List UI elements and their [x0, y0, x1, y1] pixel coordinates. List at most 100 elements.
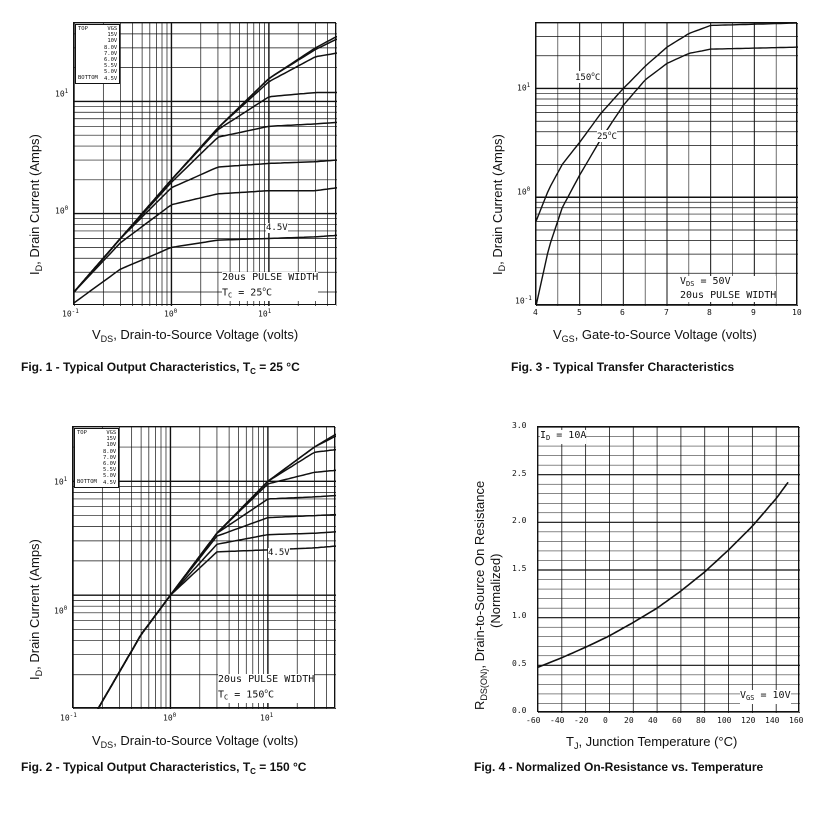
fig3-ytick: 100: [517, 186, 531, 197]
series-line-4v5V: [97, 545, 336, 709]
fig3-svg: [536, 23, 798, 306]
series-line-5v0V: [74, 186, 337, 293]
fig3-vds-note: VDS = 50V: [680, 276, 731, 288]
legend-top: TOP: [77, 430, 87, 436]
legend-header: VGS: [106, 430, 117, 436]
fig4-ytick: 1.0: [512, 611, 527, 620]
legend-value: 15V: [106, 436, 117, 443]
legend-value: 7.0V: [103, 454, 117, 461]
fig4-ytick: 2.0: [512, 516, 527, 525]
legend-value: 10V: [107, 38, 118, 45]
fig3-label-150c: 150oC: [575, 71, 601, 83]
fig3-xtick: 9: [751, 308, 756, 317]
series-line-4v5V: [74, 234, 337, 304]
legend-value: 6.0V: [104, 57, 118, 64]
series-line-150degC: [536, 23, 798, 222]
series-line-rdson: [538, 481, 789, 668]
fig4-xtick: -60: [526, 716, 541, 725]
legend-value: 15V: [107, 32, 118, 39]
legend-header: VGS: [107, 26, 118, 32]
fig2-caption: Fig. 2 - Typical Output Characteristics,…: [21, 760, 307, 776]
fig1-caption: Fig. 1 - Typical Output Characteristics,…: [21, 360, 300, 376]
legend-value: 5.5V: [103, 467, 117, 474]
fig2-curve-label-4v5: 4.5V: [268, 548, 290, 558]
fig4-x-axis-label: TJ, Junction Temperature (°C): [566, 734, 738, 751]
series-line-7v0V: [74, 91, 337, 293]
fig1-tc-note: TC = 25oC: [222, 286, 273, 300]
legend-bottom: BOTTOM: [77, 479, 97, 486]
fig3-label-25c: 25oC: [597, 130, 617, 142]
fig2-legend: TOP BOTTOM VGS 15V 10V 8.0V 7.0V 6.0V 5.5…: [74, 428, 120, 488]
fig1-x-axis-label: VDS, Drain-to-Source Voltage (volts): [92, 327, 299, 344]
legend-value: 5.0V: [103, 473, 117, 480]
legend-value: 4.5V: [103, 479, 117, 486]
fig4-ytick: 0.5: [512, 659, 527, 668]
fig4-id-note: ID = 10A: [540, 430, 587, 444]
fig4-y-axis-label: RDS(ON), Drain-to-Source On Resistance: [472, 480, 489, 710]
fig3-xtick: 8: [707, 308, 712, 317]
fig1-legend: TOP BOTTOM VGS 15V 10V 8.0V 7.0V 6.0V 5.5…: [75, 24, 121, 84]
fig3-ytick: 10-1: [515, 295, 532, 306]
fig2-tc-note: TC = 150oC: [218, 688, 275, 702]
fig3-xtick: 7: [664, 308, 669, 317]
fig1-xtick: 101: [258, 308, 272, 319]
fig4-xtick: 60: [672, 716, 682, 725]
fig4-svg: [538, 427, 800, 713]
fig4-xtick: 20: [624, 716, 634, 725]
fig1-ytick: 100: [55, 205, 69, 216]
fig4-ytick: 2.5: [512, 469, 527, 478]
fig2-xtick: 101: [260, 712, 274, 723]
fig3-xtick: 6: [620, 308, 625, 317]
legend-value: 5.0V: [104, 69, 118, 76]
fig3-ytick: 101: [517, 82, 531, 93]
legend-top: TOP: [78, 26, 88, 32]
fig4-xtick: 80: [696, 716, 706, 725]
fig4-ytick: 3.0: [512, 421, 527, 430]
fig2-x-axis-label: VDS, Drain-to-Source Voltage (volts): [92, 733, 299, 750]
fig4-caption: Fig. 4 - Normalized On-Resistance vs. Te…: [474, 760, 764, 774]
fig1-plot-area: [73, 22, 337, 306]
fig4-xtick: 100: [717, 716, 732, 725]
fig4-ytick: 1.5: [512, 564, 527, 573]
legend-bottom: BOTTOM: [78, 75, 98, 82]
fig3-plot-area: [535, 22, 798, 306]
fig2-pulse-note: 20us PULSE WIDTH TC = 150oC: [218, 674, 315, 704]
legend-value: 8.0V: [104, 44, 118, 51]
fig2-ytick: 100: [54, 605, 68, 616]
fig3-x-axis-label: VGS, Gate-to-Source Voltage (volts): [553, 327, 757, 344]
legend-value: 8.0V: [103, 448, 117, 455]
fig4-xtick: 40: [648, 716, 658, 725]
fig2-ytick: 101: [54, 476, 68, 487]
fig2-pulse-text: 20us PULSE WIDTH: [218, 674, 315, 685]
fig1-curve-label-4v5: 4.5V: [266, 223, 288, 233]
fig4-xtick: 160: [789, 716, 804, 725]
fig4-xtick: 120: [741, 716, 756, 725]
fig1-ytick: 101: [55, 88, 69, 99]
fig4-y-axis-label-line2: (Normalized): [488, 553, 503, 628]
fig3-xtick: 5: [577, 308, 582, 317]
legend-value: 5.5V: [104, 63, 118, 70]
fig2-svg: [73, 427, 336, 709]
series-line-6v0V: [74, 121, 337, 293]
fig4-plot-area: [537, 426, 800, 713]
legend-value: 7.0V: [104, 50, 118, 57]
fig4-xtick: 140: [765, 716, 780, 725]
fig2-y-axis-label: ID, Drain Current (Amps): [27, 539, 44, 680]
fig2-xtick: 10-1: [60, 712, 77, 723]
series-line-25degC: [536, 46, 798, 306]
fig1-pulse-note: 20us PULSE WIDTH TC = 25oC: [222, 272, 319, 302]
fig4-xtick: 0: [603, 716, 608, 725]
fig1-y-axis-label: ID, Drain Current (Amps): [27, 134, 44, 275]
fig1-pulse-text: 20us PULSE WIDTH: [222, 272, 319, 283]
fig4-xtick: -40: [550, 716, 565, 725]
fig3-conditions-note: VDS = 50V 20us PULSE WIDTH: [680, 276, 777, 302]
fig4-ytick: 0.0: [512, 706, 527, 715]
fig3-pulse-text: 20us PULSE WIDTH: [680, 290, 777, 301]
legend-value: 4.5V: [104, 75, 118, 82]
fig1-xtick: 10-1: [62, 308, 79, 319]
legend-value: 10V: [106, 442, 117, 449]
fig3-y-axis-label: ID, Drain Current (Amps): [490, 134, 507, 275]
fig1-svg: [74, 23, 337, 306]
legend-value: 6.0V: [103, 461, 117, 468]
series-line-5v5V: [74, 159, 337, 293]
